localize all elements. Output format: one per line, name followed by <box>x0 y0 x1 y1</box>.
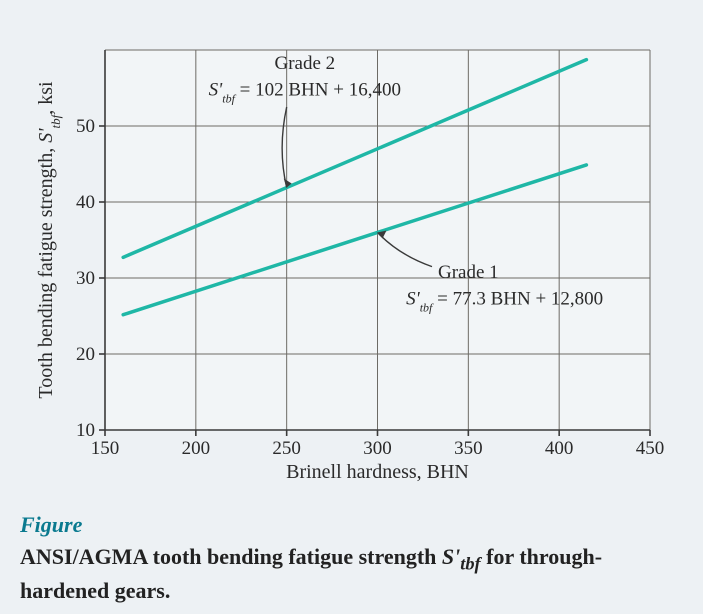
svg-text:Grade 1: Grade 1 <box>438 262 499 283</box>
svg-text:350: 350 <box>454 438 483 459</box>
figure-caption: Figure ANSI/AGMA tooth bending fatigue s… <box>20 510 680 606</box>
svg-text:Brinell hardness, BHN: Brinell hardness, BHN <box>286 461 469 483</box>
figure-text: ANSI/AGMA tooth bending fatigue strength… <box>20 544 602 603</box>
page-root: 150 200 250 300 350 400 450 10 20 30 40 50 Brinell h… <box>0 0 703 614</box>
caption-text-before: ANSI/AGMA tooth bending fatigue strength <box>20 544 442 569</box>
svg-text:50: 50 <box>76 116 95 137</box>
svg-text:40: 40 <box>76 192 95 213</box>
svg-text:150: 150 <box>91 438 120 459</box>
svg-text:Grade 2: Grade 2 <box>274 53 335 74</box>
caption-symbol: S' <box>442 544 460 569</box>
svg-text:250: 250 <box>272 438 301 459</box>
caption-symbol-sub: tbf <box>460 553 480 573</box>
svg-text:300: 300 <box>363 438 392 459</box>
svg-text:10: 10 <box>76 420 95 441</box>
svg-text:30: 30 <box>76 268 95 289</box>
svg-text:400: 400 <box>545 438 574 459</box>
chart-container: 150 200 250 300 350 400 450 10 20 30 40 50 Brinell h… <box>30 30 670 490</box>
figure-label: Figure <box>20 510 680 540</box>
chart-svg: 150 200 250 300 350 400 450 10 20 30 40 50 Brinell h… <box>30 30 670 490</box>
svg-text:200: 200 <box>182 438 211 459</box>
svg-text:20: 20 <box>76 344 95 365</box>
svg-text:450: 450 <box>636 438 665 459</box>
